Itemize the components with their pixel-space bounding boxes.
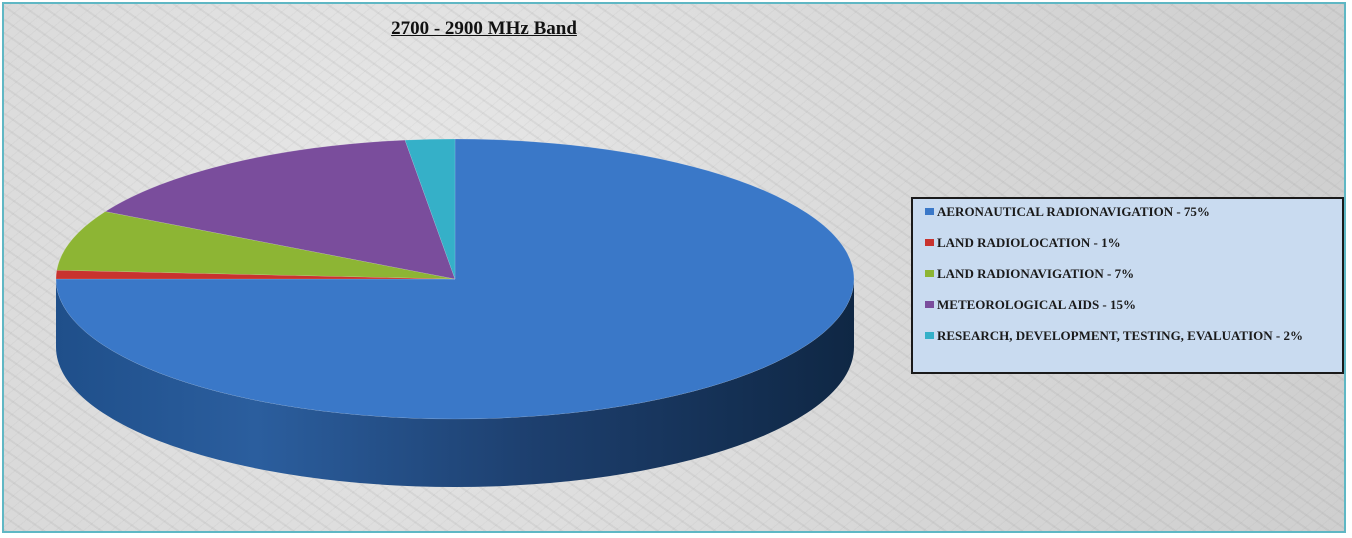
pie-slice-3 [104, 139, 456, 280]
pie-side-wall [56, 279, 854, 487]
legend-item-2: LAND RADIONAVIGATION - 7% [925, 267, 1332, 280]
legend-label-2: LAND RADIONAVIGATION - 7% [937, 266, 1135, 281]
chart-title: 2700 - 2900 MHz Band [391, 18, 577, 39]
pie-slice-4 [404, 138, 456, 280]
legend-item-0: AERONAUTICAL RADIONAVIGATION - 75% [925, 205, 1332, 218]
legend-label-1: LAND RADIOLOCATION - 1% [937, 235, 1121, 250]
legend-item-3: METEOROLOGICAL AIDS - 15% [925, 298, 1332, 311]
pie-chart [55, 138, 855, 487]
legend-swatch-4 [925, 332, 934, 339]
legend-item-4: RESEARCH, DEVELOPMENT, TESTING, EVALUATI… [925, 329, 1332, 342]
legend-item-1: LAND RADIOLOCATION - 1% [925, 236, 1332, 249]
legend-swatch-0 [925, 208, 934, 215]
chart-legend: AERONAUTICAL RADIONAVIGATION - 75% LAND R… [911, 197, 1344, 374]
legend-label-4: RESEARCH, DEVELOPMENT, TESTING, EVALUATI… [937, 328, 1303, 343]
legend-swatch-1 [925, 239, 934, 246]
legend-label-3: METEOROLOGICAL AIDS - 15% [937, 297, 1137, 312]
pie-slice-2 [56, 211, 456, 280]
pie-slice-0 [55, 138, 855, 420]
pie-slice-1 [55, 269, 456, 280]
legend-swatch-2 [925, 270, 934, 277]
legend-label-0: AERONAUTICAL RADIONAVIGATION - 75% [937, 204, 1210, 219]
legend-swatch-3 [925, 301, 934, 308]
